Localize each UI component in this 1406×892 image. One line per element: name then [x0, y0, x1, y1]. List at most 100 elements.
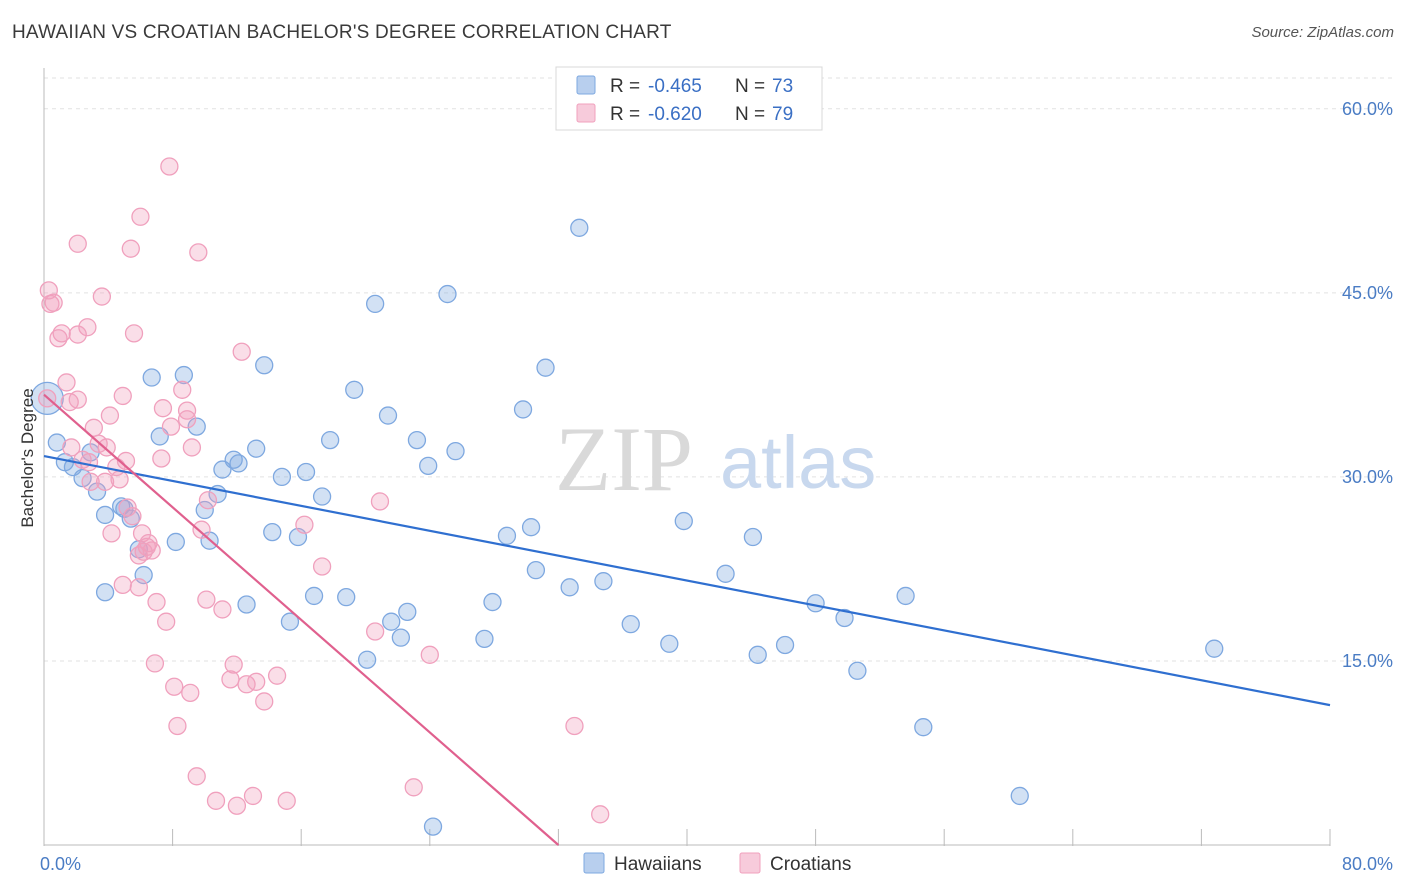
point-croatians-18 [95, 472, 115, 491]
legend-label-croatians: Croatians [770, 854, 851, 875]
series-legend: Hawaiians Croatians [583, 852, 851, 875]
point-hawaiians-14 [166, 532, 185, 552]
point-croatians-40 [168, 716, 187, 736]
point-hawaiians-35 [345, 380, 364, 399]
point-croatians-24 [113, 575, 132, 595]
chart-title: HAWAIIAN VS CROATIAN BACHELOR'S DEGREE C… [12, 22, 672, 43]
point-hawaiians-56 [594, 572, 613, 591]
trend-line-croatians [43, 393, 560, 846]
legend-label-hawaiians: Hawaiians [614, 854, 702, 875]
point-croatians-27 [118, 498, 137, 517]
point-croatians-20 [100, 406, 120, 425]
point-hawaiians-12 [142, 368, 161, 387]
point-hawaiians-51 [521, 518, 541, 537]
legend-swatch-croatians-bottom [739, 852, 761, 874]
point-croatians-45 [189, 243, 208, 262]
point-croatians-37 [157, 612, 176, 631]
point-croatians-72 [177, 410, 197, 429]
point-hawaiians-26 [263, 522, 282, 542]
point-hawaiians-69 [1010, 786, 1029, 806]
point-croatians-31 [132, 524, 152, 543]
watermark-zip: ZIP [555, 408, 693, 510]
point-hawaiians-1 [47, 433, 67, 452]
point-croatians-73 [187, 767, 206, 786]
point-croatians-47 [197, 590, 216, 609]
point-croatians-62 [312, 557, 332, 576]
point-croatians-59 [267, 666, 287, 685]
y-axis-label: Bachelor's Degree [18, 388, 37, 527]
point-hawaiians-7 [95, 505, 115, 525]
legend-n-value-2: 79 [772, 104, 793, 125]
point-croatians-52 [224, 655, 243, 674]
point-croatians-46 [192, 520, 211, 539]
point-croatians-75 [160, 157, 179, 176]
x-tick-label-0: 0.0% [40, 854, 81, 874]
point-hawaiians-30 [296, 462, 316, 482]
point-croatians-36 [152, 449, 171, 468]
point-hawaiians-57 [621, 614, 640, 634]
point-hawaiians-41 [398, 602, 417, 622]
point-croatians-44 [182, 438, 202, 457]
point-croatians-63 [365, 622, 385, 641]
y-tick-label-2: 45.0% [1342, 283, 1393, 303]
point-hawaiians-61 [743, 527, 763, 547]
point-hawaiians-48 [483, 592, 502, 612]
point-croatians-51 [221, 670, 240, 689]
point-hawaiians-62 [748, 645, 767, 664]
point-hawaiians-45 [438, 284, 457, 304]
point-croatians-78 [68, 234, 87, 253]
point-croatians-65 [404, 778, 423, 797]
point-hawaiians-70 [1205, 639, 1224, 658]
point-hawaiians-36 [357, 650, 377, 669]
x-tick-label-1: 80.0% [1342, 854, 1393, 874]
point-croatians-74 [121, 239, 140, 258]
x-tick-labels: 0.0% 80.0% [40, 854, 1393, 874]
point-croatians-57 [247, 672, 266, 691]
point-hawaiians-46 [446, 441, 465, 461]
point-croatians-58 [255, 692, 274, 711]
point-hawaiians-50 [513, 400, 533, 419]
point-hawaiians-71 [95, 583, 115, 602]
watermark-atlas: atlas [720, 421, 876, 504]
legend-r-value-2: -0.620 [648, 104, 702, 125]
legend-r-label-2: R = [610, 104, 640, 125]
point-croatians-21 [102, 524, 121, 543]
point-hawaiians-67 [896, 586, 915, 606]
point-hawaiians-24 [247, 439, 266, 458]
point-hawaiians-31 [304, 586, 324, 606]
point-hawaiians-37 [365, 294, 385, 314]
legend-n-label-2: N = [735, 104, 765, 125]
point-hawaiians-49 [497, 526, 517, 545]
point-croatians-69 [129, 578, 148, 597]
point-hawaiians-16 [187, 417, 206, 436]
correlation-legend: R = -0.465 N = 73 R = -0.620 N = 79 [555, 66, 823, 131]
legend-swatch-hawaiians [576, 75, 596, 95]
y-tick-labels: 15.0% 30.0% 45.0% 60.0% [1342, 99, 1393, 671]
legend-n-label-1: N = [735, 76, 765, 97]
point-hawaiians-47 [475, 629, 494, 649]
point-croatians-53 [227, 796, 247, 815]
legend-swatch-hawaiians-bottom [583, 852, 605, 874]
point-croatians-12 [78, 318, 97, 337]
point-croatians-68 [591, 805, 610, 824]
point-hawaiians-42 [407, 430, 427, 450]
point-hawaiians-28 [280, 612, 300, 631]
point-hawaiians-53 [536, 358, 555, 377]
point-hawaiians-59 [674, 511, 693, 531]
legend-box [555, 66, 823, 131]
point-croatians-49 [206, 791, 226, 810]
point-hawaiians-39 [382, 612, 401, 631]
legend-r-label-1: R = [610, 76, 640, 97]
point-croatians-9 [68, 325, 87, 344]
point-croatians-17 [92, 287, 112, 306]
point-croatians-76 [131, 207, 150, 226]
point-hawaiians-63 [775, 635, 795, 655]
point-hawaiians-25 [255, 356, 274, 375]
point-croatians-13 [79, 453, 99, 472]
point-hawaiians-66 [848, 661, 867, 680]
legend-swatch-croatians [576, 103, 596, 123]
point-croatians-14 [81, 472, 100, 491]
point-hawaiians-54 [560, 578, 579, 597]
point-hawaiians-44 [423, 817, 443, 836]
trend-lines [43, 393, 1331, 846]
